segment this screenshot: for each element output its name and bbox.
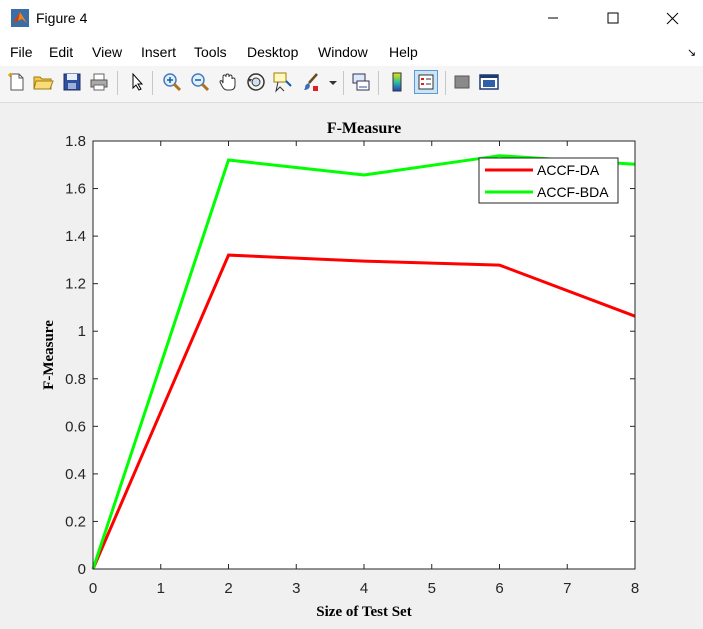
legend[interactable]: ACCF-DA ACCF-BDA [478,157,619,204]
menu-view[interactable]: View [92,44,123,60]
window-title: Figure 4 [36,10,88,26]
pan-hand-icon[interactable] [217,71,239,93]
legend-label-accf-da: ACCF-DA [537,162,600,178]
y-tick-label: 0 [78,561,86,578]
link-plot-icon[interactable] [350,71,372,93]
toolbar-separator [152,71,153,95]
y-tick-label: 1 [78,323,86,340]
zoom-out-icon[interactable] [189,71,211,93]
close-button[interactable] [649,0,695,36]
x-tick-label: 7 [563,580,571,597]
menu-insert[interactable]: Insert [141,44,177,60]
menu-file[interactable]: File [10,44,33,60]
menu-window[interactable]: Window [318,44,368,60]
menu-tools[interactable]: Tools [194,44,227,60]
y-axis-label: F-Measure [41,320,57,390]
series-line-accf-da [91,253,636,570]
menu-bar [0,38,703,66]
y-tick-label: 0.6 [65,418,86,435]
menu-help[interactable]: Help [389,44,418,60]
brush-icon[interactable] [300,71,322,93]
close-icon [666,12,678,24]
axes-box [92,140,636,570]
x-tick-label: 0 [89,580,97,597]
dock-arrow-icon[interactable]: ↘ [687,47,697,59]
x-tick-label: 1 [157,580,165,597]
matlab-icon [11,9,29,27]
minimize-button[interactable] [530,0,576,36]
legend-icon[interactable] [414,70,438,94]
y-tick-label: 1.8 [65,133,86,150]
open-file-icon[interactable] [32,71,54,93]
toolbar-separator [378,71,379,95]
y-tick-labels: 0 0.2 0.4 0.6 0.8 1 1.2 1.4 1.6 1.8 [65,133,86,578]
hide-plot-tools-icon[interactable] [451,71,473,93]
toolbar-separator [117,71,118,95]
x-tick-label: 4 [360,580,368,597]
rotate-3d-icon[interactable] [245,71,267,93]
figure-canvas: 0 0.2 0.4 0.6 0.8 1 1.2 1.4 1.6 1.8 0 1 2 3 4 5 6 7 8 F-M… [41,120,639,620]
x-tick-label: 6 [495,580,503,597]
new-figure-icon[interactable] [6,71,28,93]
y-tick-label: 1.6 [65,181,86,198]
zoom-in-icon[interactable] [161,71,183,93]
show-plot-tools-icon[interactable] [478,71,500,93]
y-tick-label: 0.8 [65,371,86,388]
x-tick-label: 5 [428,580,436,597]
maximize-icon [607,12,619,24]
toolbar-separator [343,71,344,95]
legend-label-accf-bda: ACCF-BDA [537,184,609,200]
x-axis-label: Size of Test Set [316,604,411,620]
y-tick-label: 0.4 [65,466,86,483]
chevron-down-icon[interactable] [326,71,340,93]
axes-background [93,141,635,569]
data-cursor-icon[interactable] [272,71,294,93]
print-icon[interactable] [88,71,110,93]
menu-desktop[interactable]: Desktop [247,44,299,60]
x-tick-labels: 0 1 2 3 4 5 6 7 8 [89,580,639,597]
minimize-icon [548,17,558,19]
legend-box [478,157,619,204]
y-tick-label: 1.4 [65,228,86,245]
title-bar: Figure 4 [0,0,703,38]
y-tick-label: 0.2 [65,513,86,530]
maximize-button[interactable] [590,0,636,36]
x-tick-label: 8 [631,580,639,597]
toolbar-separator [445,71,446,95]
colorbar-icon[interactable] [386,71,408,93]
y-tick-label: 1.2 [65,276,86,293]
x-tick-label: 3 [292,580,300,597]
menu-edit[interactable]: Edit [49,44,74,60]
pointer-icon[interactable] [126,71,148,93]
x-tick-label: 2 [224,580,232,597]
chart-title: F-Measure [327,120,401,137]
save-icon[interactable] [61,71,83,93]
